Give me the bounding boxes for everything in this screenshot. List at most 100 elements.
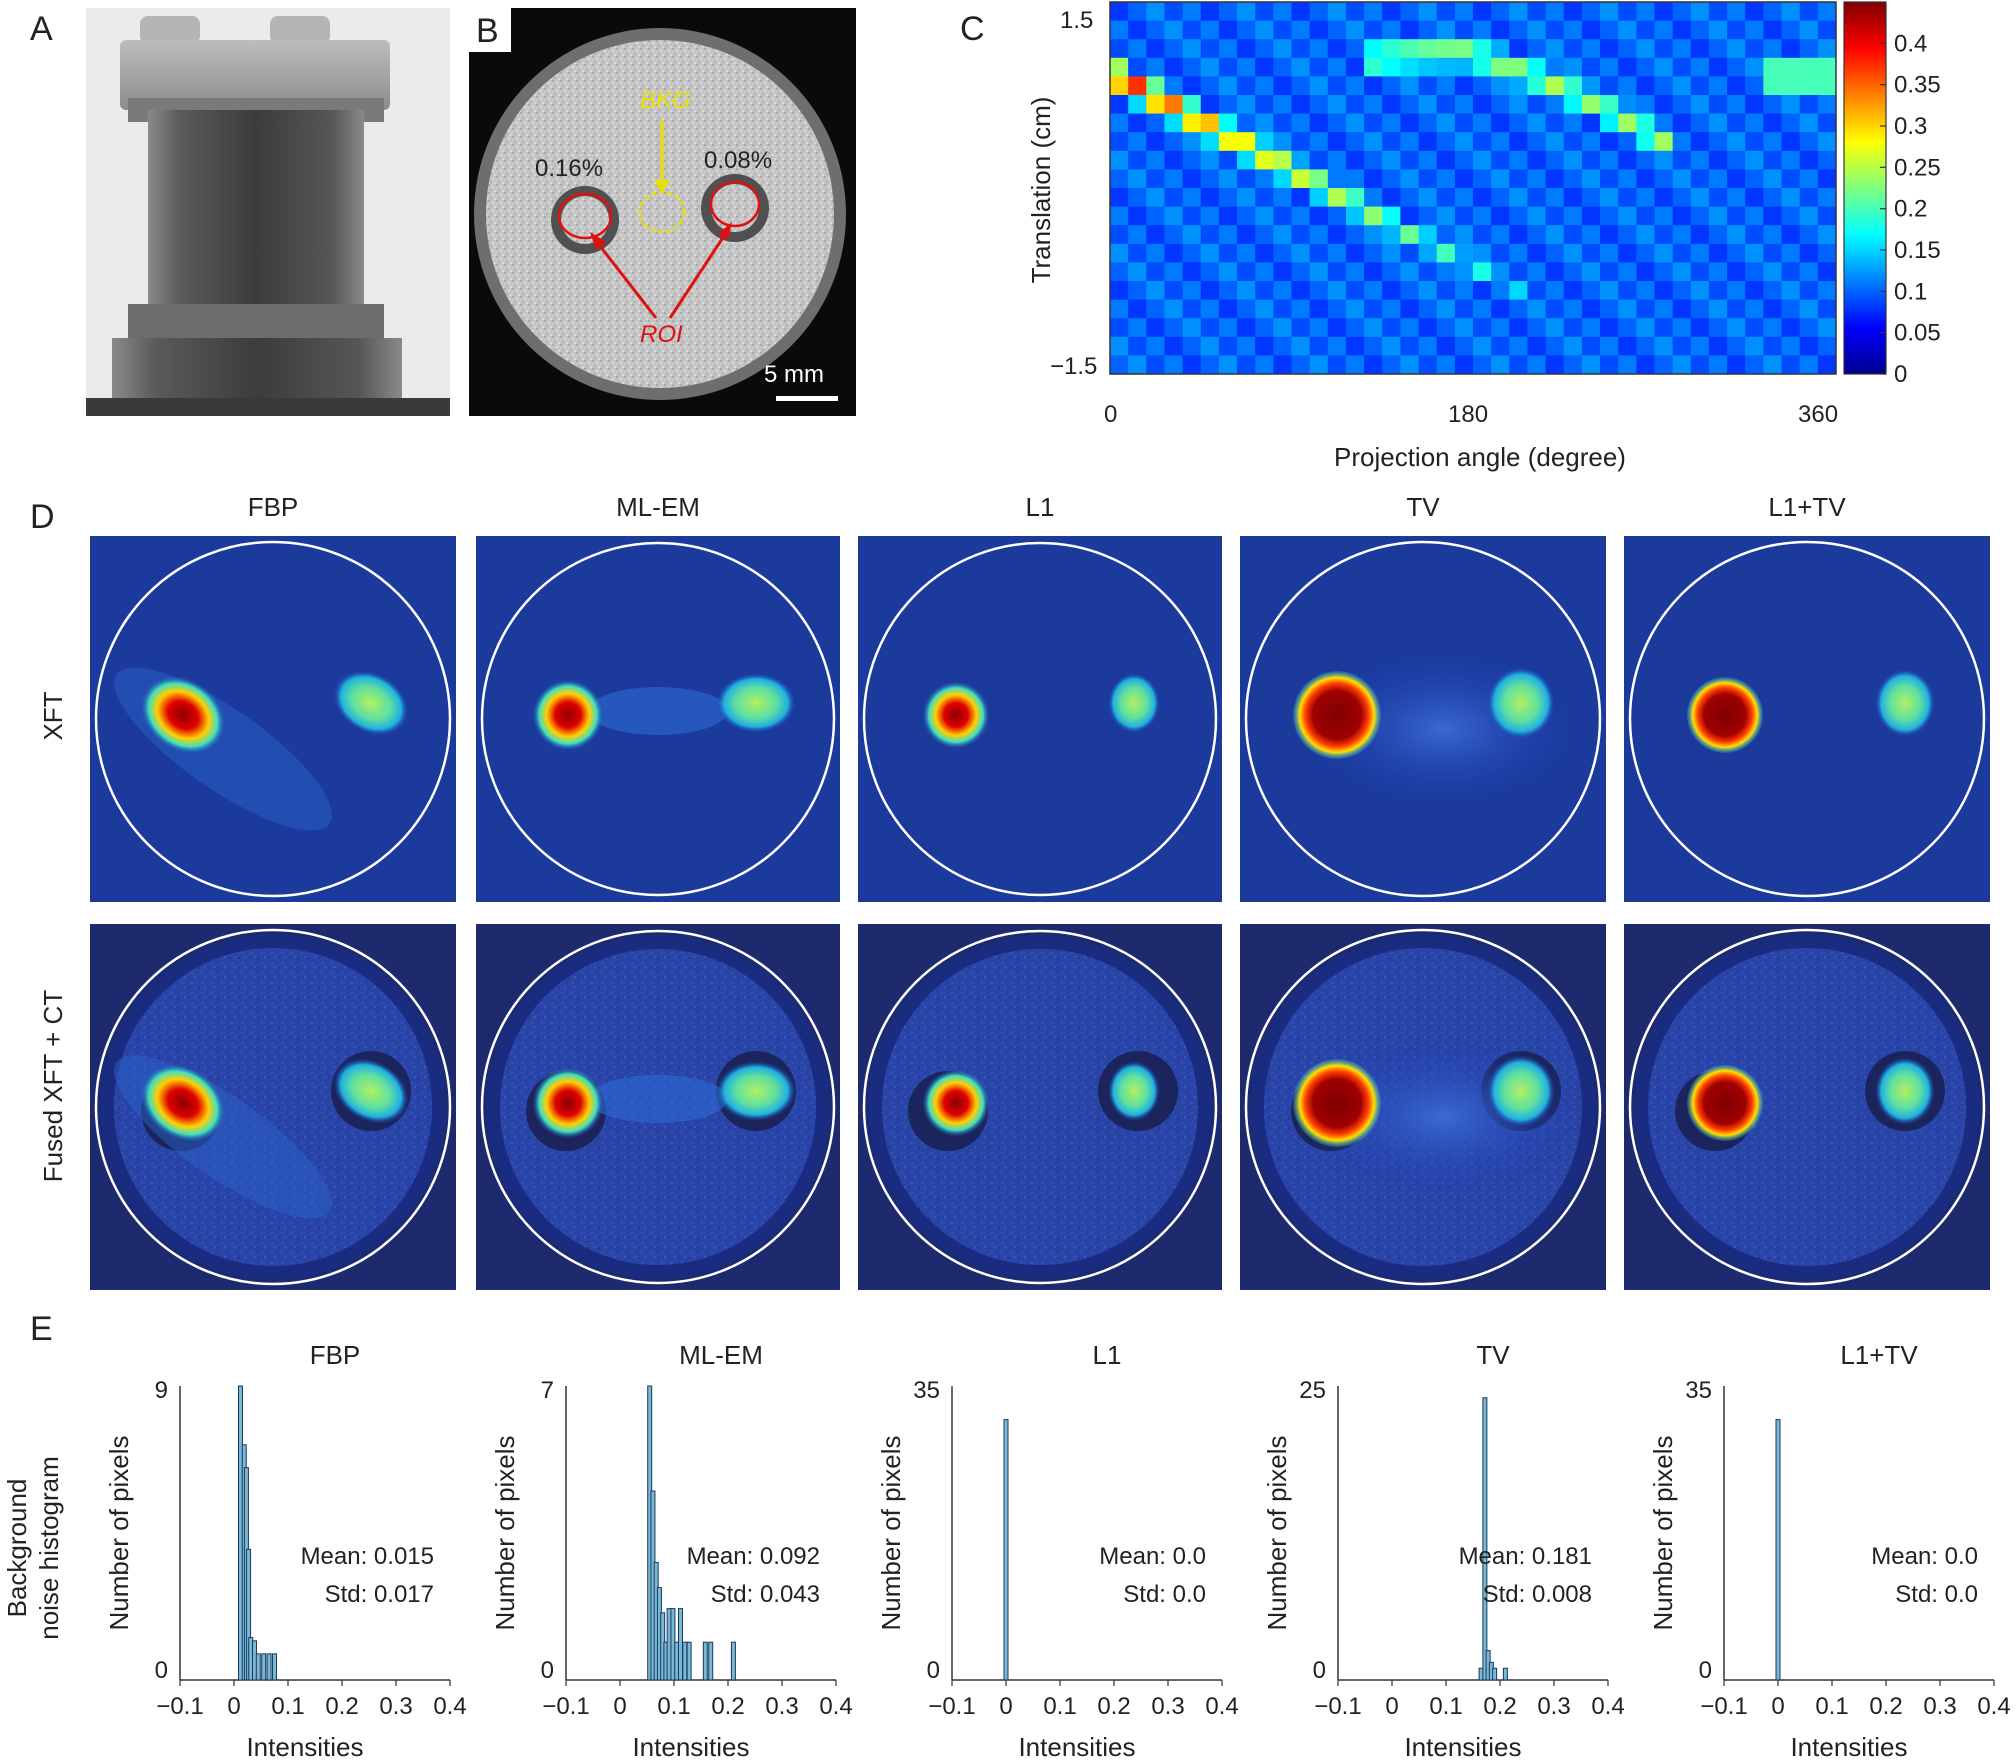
sinogram-cell	[1727, 39, 1746, 59]
sinogram-cell	[1454, 243, 1474, 263]
sinogram-cell	[1382, 281, 1401, 301]
sinogram-cell	[1345, 2, 1365, 22]
method-title-l1-tv: L1+TV	[1768, 492, 1846, 522]
sinogram-cell	[1817, 2, 1837, 22]
sinogram-cell	[1164, 355, 1184, 375]
sinogram-cell	[1237, 132, 1256, 152]
sinogram-cell	[1636, 76, 1655, 96]
sinogram-cell	[1237, 299, 1256, 319]
sinogram-cell	[1817, 188, 1837, 208]
sinogram-cell	[1781, 188, 1801, 208]
sinogram-cell	[1708, 113, 1728, 133]
sinogram-cell	[1545, 113, 1565, 133]
panel-d: D XFT Fused XFT + CT FBP ML-EM L1 TV L1+TV	[30, 492, 1990, 1290]
sinogram-cell	[1672, 57, 1692, 77]
sinogram-cell	[1327, 188, 1347, 208]
sinogram-cell	[1491, 2, 1510, 22]
sinogram-cell	[1799, 336, 1819, 356]
sinogram-cell	[1817, 39, 1837, 59]
sinogram-cell	[1727, 243, 1746, 263]
sinogram-cell	[1727, 76, 1746, 96]
sinogram-cell	[1110, 95, 1129, 115]
sinogram-cell	[1291, 20, 1311, 40]
sinogram-cell	[1291, 225, 1311, 245]
sinogram-cell	[1418, 225, 1438, 245]
sinogram-cell	[1146, 39, 1165, 59]
sinogram-xtick-180: 180	[1448, 401, 1488, 428]
sinogram-cell	[1309, 113, 1329, 133]
sinogram-cell	[1128, 57, 1147, 77]
sinogram-cell	[1327, 169, 1347, 189]
roi-label: ROI	[640, 321, 683, 348]
bkg-label: BKG	[640, 87, 691, 114]
sinogram-cell	[1218, 20, 1238, 40]
histogram-xtick-label: −0.1	[928, 1693, 975, 1720]
sinogram-cell	[1672, 169, 1692, 189]
sinogram-cell	[1491, 95, 1510, 115]
sinogram-cell	[1509, 299, 1528, 319]
sinogram-cell	[1708, 132, 1728, 152]
sinogram-cell	[1708, 169, 1728, 189]
sinogram-cell	[1727, 225, 1746, 245]
sinogram-xlabel: Projection angle (degree)	[1334, 442, 1626, 472]
sinogram-cell	[1128, 95, 1147, 115]
sinogram-cell	[1817, 132, 1837, 152]
sinogram-cell	[1473, 2, 1492, 22]
histogram-xlabel: Intensities	[1404, 1732, 1521, 1761]
sinogram-cell	[1636, 39, 1655, 59]
sinogram-cell	[1364, 243, 1383, 263]
sinogram-cell	[1345, 95, 1365, 115]
sinogram-cell	[1291, 76, 1311, 96]
sinogram-cell	[1763, 243, 1783, 263]
sinogram-cell	[1128, 150, 1147, 170]
sinogram-cell	[1545, 20, 1565, 40]
panel-label-e: E	[30, 1310, 53, 1348]
sinogram-cell	[1654, 206, 1674, 226]
sinogram-cell	[1690, 281, 1710, 301]
sinogram-cell	[1581, 2, 1601, 22]
histogram-ylabel: Number of pixels	[1262, 1435, 1292, 1630]
sinogram-cell	[1618, 281, 1637, 301]
sinogram-cell	[1128, 243, 1147, 263]
sinogram-cell	[1237, 188, 1256, 208]
sinogram-cell	[1491, 188, 1510, 208]
histogram-ytick-zero: 0	[1313, 1657, 1326, 1684]
sinogram-cell	[1146, 2, 1165, 22]
sinogram-cell	[1799, 57, 1819, 77]
sinogram-cell	[1164, 20, 1184, 40]
sinogram-cell	[1491, 169, 1510, 189]
sinogram-cell	[1182, 150, 1202, 170]
sinogram-cell	[1672, 20, 1692, 40]
histogram-title-fbp: FBP	[310, 1340, 361, 1370]
sinogram-cell	[1237, 355, 1256, 375]
sinogram-cell	[1327, 39, 1347, 59]
sinogram-cell	[1618, 206, 1637, 226]
sinogram-cell	[1781, 39, 1801, 59]
sinogram-cell	[1690, 188, 1710, 208]
sinogram-cell	[1237, 2, 1256, 22]
sinogram-cell	[1545, 169, 1565, 189]
sinogram-cell	[1364, 76, 1383, 96]
sinogram-cell	[1654, 299, 1674, 319]
sinogram-xtick-360: 360	[1798, 401, 1838, 428]
sinogram-cell	[1146, 169, 1165, 189]
sinogram-cell	[1799, 206, 1819, 226]
sinogram-cell	[1563, 76, 1583, 96]
sinogram-cell	[1218, 132, 1238, 152]
sinogram-cell	[1708, 355, 1728, 375]
sinogram-cell	[1128, 262, 1147, 282]
sinogram-cell	[1799, 150, 1819, 170]
sinogram-cell	[1491, 243, 1510, 263]
sinogram-cell	[1436, 206, 1456, 226]
sinogram-cell	[1763, 2, 1783, 22]
sinogram-cell	[1491, 318, 1510, 338]
sinogram-cell	[1636, 95, 1655, 115]
sinogram-cell	[1400, 225, 1420, 245]
sinogram-cell	[1690, 76, 1710, 96]
colorbar-tick-label: 0.4	[1894, 30, 1927, 57]
sinogram-cell	[1454, 188, 1474, 208]
sinogram-cell	[1618, 299, 1637, 319]
sinogram-cell	[1309, 243, 1329, 263]
sinogram-cell	[1382, 39, 1401, 59]
sinogram-cell	[1291, 113, 1311, 133]
